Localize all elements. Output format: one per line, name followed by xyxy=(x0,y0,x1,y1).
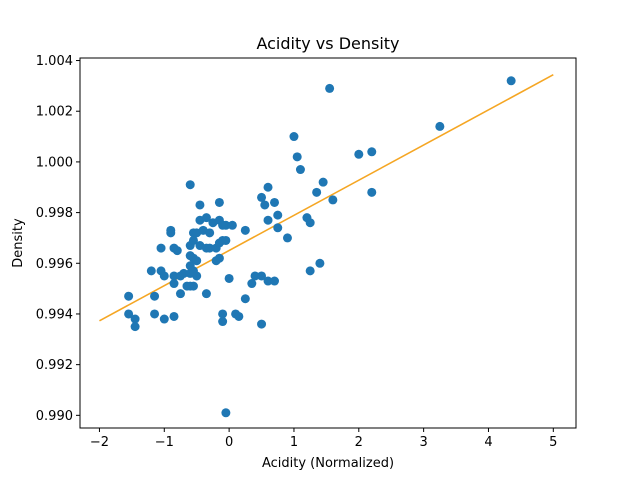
scatter-point xyxy=(328,195,338,205)
scatter-point xyxy=(130,322,140,332)
scatter-point xyxy=(169,311,179,321)
plot-area xyxy=(99,74,554,418)
scatter-point xyxy=(214,197,224,207)
y-tick-label: 0.998 xyxy=(36,206,73,221)
scatter-point xyxy=(257,319,267,329)
scatter-point xyxy=(201,289,211,299)
scatter-point xyxy=(273,223,283,233)
scatter-point xyxy=(435,121,445,131)
scatter-point xyxy=(295,165,305,175)
scatter-point xyxy=(257,192,267,202)
scatter-point xyxy=(234,311,244,321)
scatter-point xyxy=(188,281,198,291)
scatter-point xyxy=(354,149,364,159)
scatter-point xyxy=(169,271,179,281)
scatter-point xyxy=(130,314,140,324)
scatter-point xyxy=(218,309,228,319)
scatter-point xyxy=(292,152,302,162)
x-tick-label: −2 xyxy=(90,435,109,450)
scatter-point xyxy=(214,253,224,263)
y-tick-label: 0.990 xyxy=(36,409,73,424)
scatter-point xyxy=(221,220,231,230)
y-tick-label: 1.004 xyxy=(36,54,73,69)
y-axis-label: Density xyxy=(11,218,26,268)
scatter-point xyxy=(150,291,160,301)
scatter-point xyxy=(169,279,179,289)
scatter-point xyxy=(318,177,328,187)
x-tick-label: 4 xyxy=(484,435,492,450)
y-tick-label: 0.994 xyxy=(36,307,73,322)
scatter-point xyxy=(367,187,377,197)
scatter-point xyxy=(179,268,189,278)
scatter-point xyxy=(156,243,166,253)
scatter-point xyxy=(166,228,176,238)
scatter-point xyxy=(367,147,377,157)
scatter-point xyxy=(205,243,215,253)
scatter-point xyxy=(205,228,215,238)
scatter-point xyxy=(172,246,182,256)
scatter-point xyxy=(263,276,273,286)
x-tick-label: 3 xyxy=(419,435,427,450)
scatter-point xyxy=(175,289,185,299)
x-tick-label: 1 xyxy=(290,435,298,450)
scatter-point xyxy=(250,271,260,281)
scatter-point xyxy=(305,218,315,228)
scatter-point xyxy=(240,225,250,235)
x-tick-label: 0 xyxy=(225,435,233,450)
scatter-point xyxy=(124,309,134,319)
scatter-point xyxy=(273,210,283,220)
scatter-point xyxy=(218,317,228,327)
x-axis-label: Acidity (Normalized) xyxy=(262,456,394,471)
scatter-point xyxy=(159,271,169,281)
y-tick-label: 0.996 xyxy=(36,257,73,272)
scatter-point xyxy=(185,180,195,190)
scatter-point xyxy=(270,197,280,207)
x-tick-label: 5 xyxy=(549,435,557,450)
x-tick-label: −1 xyxy=(155,435,174,450)
scatter-point xyxy=(221,408,231,418)
scatter-point xyxy=(159,314,169,324)
scatter-point xyxy=(263,215,273,225)
scatter-point xyxy=(188,235,198,245)
y-tick-label: 1.002 xyxy=(36,105,73,120)
scatter-point xyxy=(201,213,211,223)
scatter-point xyxy=(315,258,325,268)
scatter-point xyxy=(263,182,273,192)
scatter-point xyxy=(227,220,237,230)
scatter-point xyxy=(240,294,250,304)
scatter-point xyxy=(192,256,202,266)
scatter-point xyxy=(124,291,134,301)
scatter-point xyxy=(305,266,315,276)
chart-title: Acidity vs Density xyxy=(256,34,399,53)
y-tick-label: 0.992 xyxy=(36,358,73,373)
scatter-point xyxy=(146,266,156,276)
scatter-point xyxy=(257,271,267,281)
scatter-point xyxy=(260,200,270,210)
scatter-point xyxy=(270,276,280,286)
scatter-point xyxy=(282,233,292,243)
scatter-point xyxy=(247,279,257,289)
scatter-point xyxy=(150,309,160,319)
scatter-point xyxy=(195,200,205,210)
scatter-point xyxy=(221,235,231,245)
scatter-point xyxy=(506,76,516,86)
scatter-point xyxy=(325,83,335,93)
axes-frame xyxy=(79,57,577,429)
scatter-point xyxy=(312,187,322,197)
y-tick-label: 1.000 xyxy=(36,155,73,170)
x-tick-label: 2 xyxy=(355,435,363,450)
scatter-point xyxy=(224,273,234,283)
scatter-point xyxy=(289,132,299,142)
scatter-point xyxy=(192,271,202,281)
